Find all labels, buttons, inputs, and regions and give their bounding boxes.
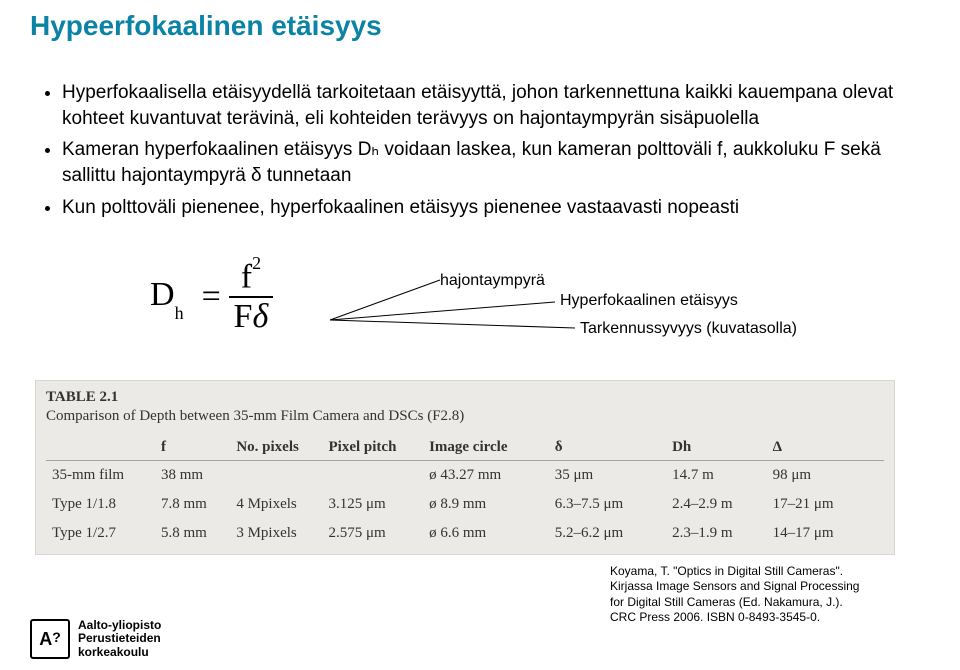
table-cell: 17–21 μm — [767, 490, 884, 519]
table-cell: 5.2–6.2 μm — [549, 519, 666, 548]
table-caption: Comparison of Depth between 35-mm Film C… — [46, 408, 884, 425]
aalto-logo-mark: A? — [30, 619, 70, 659]
page-title: Hypeerfokaalinen etäisyys — [30, 10, 382, 42]
table-cell: 4 Mpixels — [230, 490, 322, 519]
table-cell: ø 6.6 mm — [423, 519, 549, 548]
table-header-cell: Dh — [666, 435, 767, 461]
formula: Dh = f2 Fδ — [150, 260, 273, 334]
comparison-table: fNo. pixelsPixel pitchImage circleδDhΔ 3… — [46, 435, 884, 548]
logo-A: A — [39, 629, 52, 650]
table-cell: 98 μm — [767, 461, 884, 491]
table-cell: 35 μm — [549, 461, 666, 491]
formula-f: f — [241, 258, 252, 295]
formula-sub-h: h — [175, 303, 184, 323]
citation-line: CRC Press 2006. ISBN 0-8493-3545-0. — [610, 610, 820, 624]
table-cell: 14.7 m — [666, 461, 767, 491]
formula-eq: = — [202, 278, 221, 316]
table-label: TABLE 2.1 — [46, 389, 884, 406]
table-header-cell: Pixel pitch — [323, 435, 424, 461]
table-cell: 35-mm film — [46, 461, 155, 491]
aalto-logo-text: Aalto-yliopisto Perustieteiden korkeakou… — [78, 619, 161, 660]
formula-num: f2 — [229, 260, 273, 298]
citation-line: Koyama, T. "Optics in Digital Still Came… — [610, 564, 843, 578]
bullet-item: Kameran hyperfokaalinen etäisyys Dₕ void… — [62, 137, 900, 188]
table-header-cell: δ — [549, 435, 666, 461]
table-header-cell — [46, 435, 155, 461]
table-cell: ø 43.27 mm — [423, 461, 549, 491]
formula-lhs: Dh — [150, 276, 184, 318]
table-row: 35-mm film38 mm ø 43.27 mm35 μm14.7 m98 μ… — [46, 461, 884, 491]
aalto-logo: A? Aalto-yliopisto Perustieteiden korkea… — [30, 619, 161, 660]
table-cell: 3.125 μm — [323, 490, 424, 519]
annot-hyperfokaalinen: Hyperfokaalinen etäisyys — [560, 292, 738, 310]
table-cell: 7.8 mm — [155, 490, 230, 519]
annot-hajontaympyra: hajontaympyrä — [440, 272, 545, 290]
table-header-cell: Δ — [767, 435, 884, 461]
formula-block: Dh = f2 Fδ — [150, 260, 273, 334]
table-header-cell: No. pixels — [230, 435, 322, 461]
logo-question: ? — [52, 629, 61, 645]
formula-delta: δ — [252, 298, 268, 335]
table-cell: ø 8.9 mm — [423, 490, 549, 519]
formula-fraction: f2 Fδ — [229, 260, 273, 334]
table-header-cell: f — [155, 435, 230, 461]
table-cell: 14–17 μm — [767, 519, 884, 548]
table-cell: 5.8 mm — [155, 519, 230, 548]
table-row: Type 1/2.75.8 mm3 Mpixels2.575 μmø 6.6 m… — [46, 519, 884, 548]
table-cell: 2.3–1.9 m — [666, 519, 767, 548]
table-row: Type 1/1.87.8 mm4 Mpixels3.125 μmø 8.9 m… — [46, 490, 884, 519]
table-header-row: fNo. pixelsPixel pitchImage circleδDhΔ — [46, 435, 884, 461]
table-cell — [230, 461, 322, 491]
formula-F: F — [234, 298, 253, 335]
logo-line: Perustieteiden — [78, 631, 161, 645]
citation-line: Kirjassa Image Sensors and Signal Proces… — [610, 579, 859, 593]
table-cell: Type 1/1.8 — [46, 490, 155, 519]
citation-line: for Digital Still Cameras (Ed. Nakamura,… — [610, 595, 843, 609]
table-cell: 3 Mpixels — [230, 519, 322, 548]
bullet-item: Kun polttoväli pienenee, hyperfokaalinen… — [62, 195, 900, 221]
table-cell: 6.3–7.5 μm — [549, 490, 666, 519]
table-cell: 38 mm — [155, 461, 230, 491]
logo-line: Aalto-yliopisto — [78, 618, 161, 632]
table-header-cell: Image circle — [423, 435, 549, 461]
citation: Koyama, T. "Optics in Digital Still Came… — [610, 564, 930, 626]
table-cell: 2.4–2.9 m — [666, 490, 767, 519]
annot-tarkennussyvyys: Tarkennussyvyys (kuvatasolla) — [580, 320, 797, 338]
logo-line: korkeakoulu — [78, 645, 149, 659]
bullet-list: Hyperfokaalisella etäisyydellä tarkoitet… — [40, 80, 900, 226]
table-2-1: TABLE 2.1 Comparison of Depth between 35… — [35, 380, 895, 555]
annotation-lines — [320, 250, 740, 370]
table-cell: 2.575 μm — [323, 519, 424, 548]
formula-den: Fδ — [234, 298, 269, 334]
table-cell — [323, 461, 424, 491]
bullet-item: Hyperfokaalisella etäisyydellä tarkoitet… — [62, 80, 900, 131]
slide: Hypeerfokaalinen etäisyys Hyperfokaalise… — [0, 0, 960, 670]
formula-sup-2: 2 — [252, 253, 261, 273]
table-cell: Type 1/2.7 — [46, 519, 155, 548]
formula-D: D — [150, 276, 175, 313]
